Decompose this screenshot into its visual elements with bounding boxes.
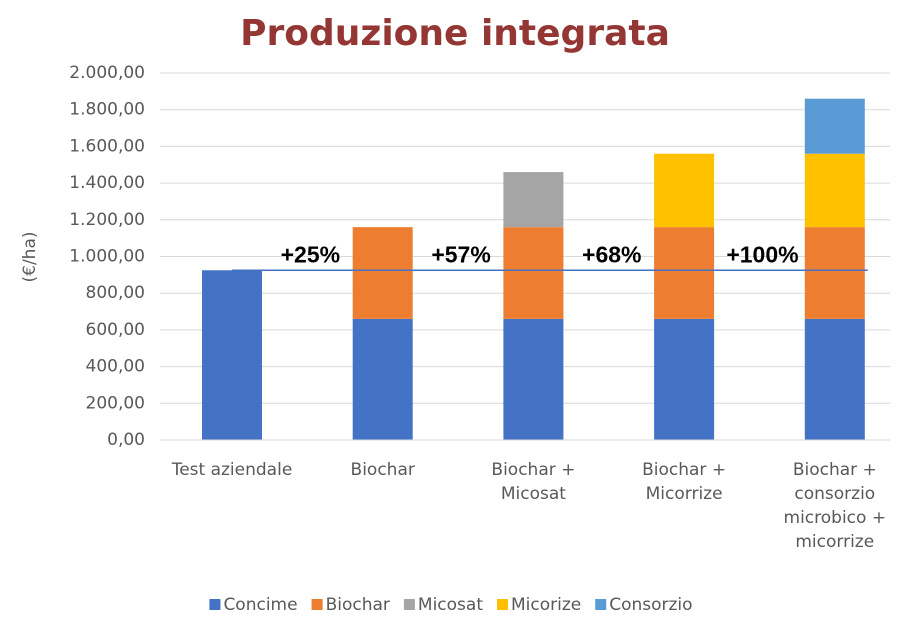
y-tick-label: 1.800,00 — [69, 100, 145, 120]
chart-title: Produzione integrata — [240, 13, 670, 54]
annotation: +25% — [281, 241, 340, 267]
y-tick-label: 800,00 — [86, 283, 145, 303]
y-tick-label: 1.200,00 — [69, 210, 145, 230]
y-tick-label: 600,00 — [86, 320, 145, 340]
legend-item: Micosat — [403, 595, 483, 615]
legend-swatch — [595, 599, 607, 610]
y-tick-label: 1.000,00 — [69, 247, 145, 267]
x-tick-label: Biochar — [351, 460, 415, 480]
legend-swatch — [496, 599, 508, 610]
bar-segment — [804, 98, 865, 154]
y-tick-label: 1.600,00 — [69, 136, 145, 156]
legend-item: Biochar — [311, 595, 390, 615]
y-tick-label: 200,00 — [86, 393, 145, 413]
annotation: +68% — [582, 241, 641, 267]
legend-item: Micorize — [496, 595, 581, 615]
y-axis-label: (€/ha) — [20, 232, 40, 283]
legend-swatch — [209, 599, 221, 610]
legend-label: Micorize — [511, 595, 581, 615]
bar-segment — [503, 172, 564, 228]
bar-segment — [202, 270, 262, 440]
x-tick-label: Biochar + Micosat — [491, 460, 575, 504]
legend-label: Micosat — [418, 595, 483, 615]
bar-segment — [804, 318, 865, 440]
bar-segment — [503, 318, 564, 440]
legend-label: Concime — [223, 595, 297, 615]
y-tick-label: 0,00 — [107, 430, 145, 450]
bar-segment — [654, 227, 715, 319]
annotation: +100% — [726, 241, 798, 267]
bar-segment — [352, 318, 413, 440]
legend-swatch — [403, 599, 415, 610]
bar-segment — [804, 227, 865, 319]
x-tick-label: Biochar + consorzio microbico + micorrize — [784, 460, 887, 552]
bar-segment — [503, 227, 564, 319]
bar-segment — [804, 153, 865, 228]
x-tick-label: Biochar + Micorrize — [642, 460, 726, 504]
legend-item: Concime — [209, 595, 298, 615]
annotation: +57% — [431, 241, 490, 267]
x-tick-label: Test aziendale — [171, 460, 293, 480]
y-tick-label: 2.000,00 — [69, 63, 145, 83]
legend-item: Consorzio — [595, 595, 693, 615]
bar-segment — [654, 153, 715, 228]
bar-segment — [352, 227, 413, 319]
legend-label: Biochar — [326, 595, 390, 615]
bar-segment — [654, 318, 715, 440]
legend-label: Consorzio — [609, 595, 692, 615]
y-tick-label: 1.400,00 — [69, 173, 145, 193]
legend-swatch — [311, 599, 323, 610]
y-tick-label: 400,00 — [86, 357, 145, 377]
